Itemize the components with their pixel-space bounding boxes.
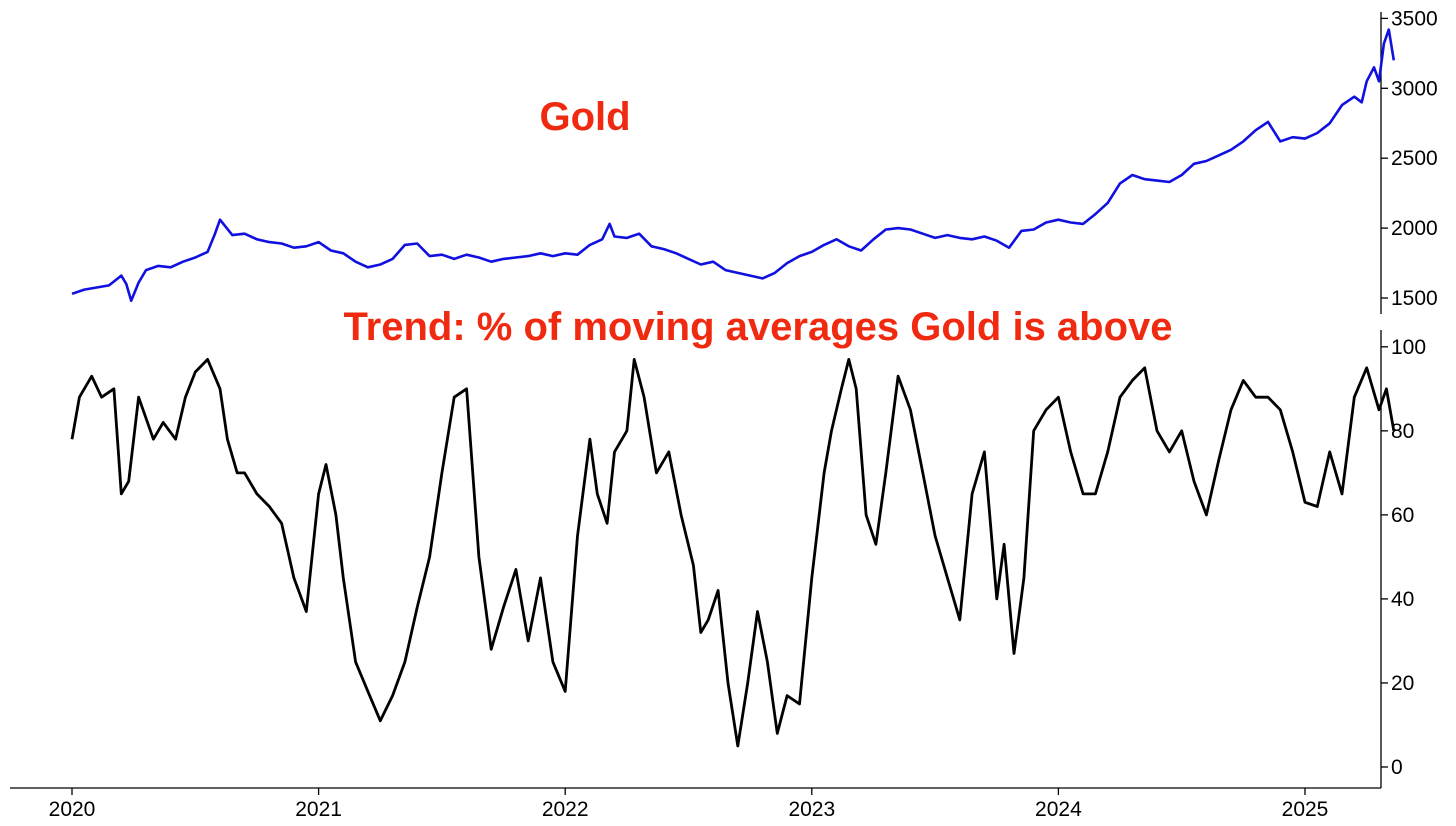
trend-title: Trend: % of moving averages Gold is abov… xyxy=(343,305,1172,349)
gold-price-y-ticks: 1500 2000 2500 3000 3500 xyxy=(1381,7,1438,310)
y-tick-label: 20 xyxy=(1391,672,1414,695)
x-tick-label: 2022 xyxy=(542,798,589,821)
trend-panel: 0 20 40 60 80 100 2020 2021 2022 2023 2024 2025 Tr… xyxy=(10,305,1426,821)
gold-price-line xyxy=(71,28,1396,303)
gold-price-panel: 1500 2000 2500 3000 3500 Gold xyxy=(71,7,1438,314)
trend-y-ticks: 0 20 40 60 80 100 xyxy=(1381,336,1426,779)
y-tick-label: 100 xyxy=(1391,336,1426,359)
y-tick-label: 2500 xyxy=(1391,147,1438,170)
y-tick-label: 3500 xyxy=(1391,7,1438,30)
x-tick-label: 2023 xyxy=(788,798,835,821)
trend-smoothed-line xyxy=(70,358,1396,748)
y-tick-label: 3000 xyxy=(1391,77,1438,100)
y-tick-label: 0 xyxy=(1391,756,1403,779)
y-tick-label: 80 xyxy=(1391,420,1414,443)
y-tick-label: 1500 xyxy=(1391,287,1438,310)
x-tick-label: 2024 xyxy=(1035,798,1082,821)
y-tick-label: 2000 xyxy=(1391,217,1438,240)
trend-x-ticks: 2020 2021 2022 2023 2024 2025 xyxy=(49,788,1329,821)
y-tick-label: 40 xyxy=(1391,588,1414,611)
y-tick-label: 60 xyxy=(1391,504,1414,527)
gold-price-title: Gold xyxy=(539,95,630,139)
x-tick-label: 2021 xyxy=(295,798,342,821)
x-tick-label: 2020 xyxy=(49,798,96,821)
x-tick-label: 2025 xyxy=(1282,798,1329,821)
